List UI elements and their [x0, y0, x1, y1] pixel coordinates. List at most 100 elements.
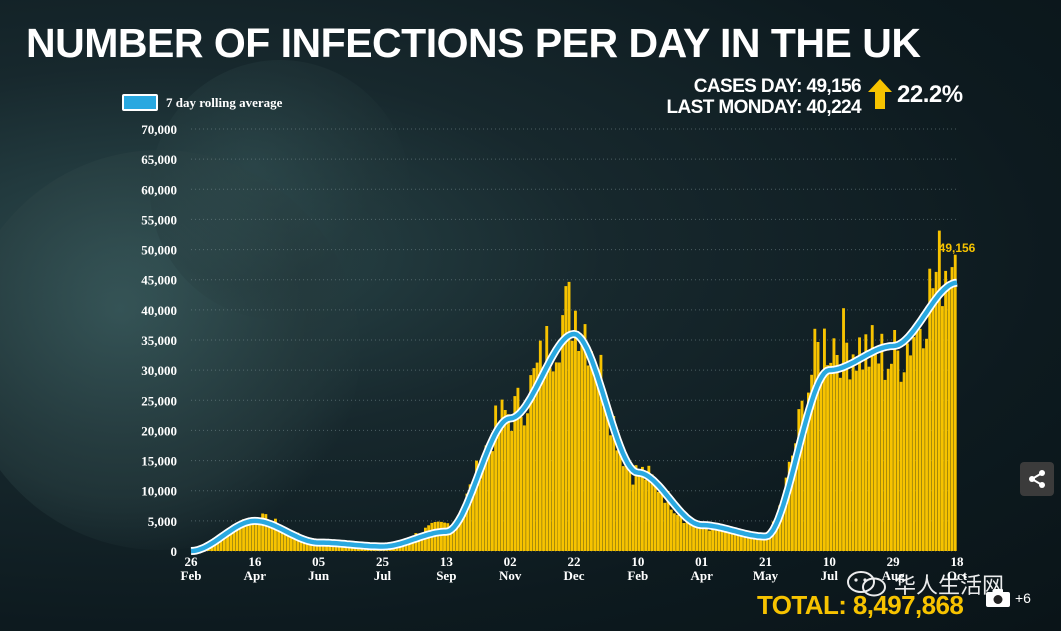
- daily-bar: [909, 355, 912, 551]
- daily-bar: [704, 527, 708, 551]
- daily-bar: [529, 375, 533, 551]
- daily-bar: [519, 416, 523, 551]
- daily-bar: [685, 519, 689, 551]
- daily-bar: [522, 425, 526, 551]
- daily-bar: [318, 542, 322, 551]
- daily-bar: [554, 362, 558, 551]
- daily-bar: [669, 509, 673, 551]
- daily-bar: [842, 308, 845, 551]
- daily-bar: [580, 335, 584, 551]
- daily-bar: [641, 466, 644, 551]
- daily-bar: [455, 517, 459, 551]
- daily-bar: [701, 526, 705, 551]
- daily-bar: [465, 493, 469, 551]
- daily-bar: [679, 516, 683, 551]
- daily-bar: [695, 525, 699, 551]
- daily-bar: [803, 422, 807, 551]
- daily-bar: [558, 362, 561, 551]
- daily-bar: [628, 468, 632, 551]
- daily-bar: [542, 376, 545, 551]
- daily-bar: [321, 542, 325, 551]
- daily-bar: [459, 514, 462, 551]
- daily-bar: [468, 484, 472, 551]
- daily-bar: [823, 328, 826, 551]
- daily-bar: [810, 374, 814, 551]
- y-tick-label: 10,000: [141, 484, 177, 499]
- daily-bar: [507, 414, 510, 551]
- photo-gallery-button[interactable]: +6: [985, 588, 1031, 608]
- daily-bar: [545, 326, 549, 551]
- daily-bar: [778, 505, 782, 551]
- daily-bar: [953, 254, 957, 551]
- daily-bar: [487, 443, 491, 551]
- daily-bar: [491, 451, 494, 551]
- daily-bar: [586, 365, 590, 551]
- daily-bar: [711, 524, 715, 551]
- daily-bar: [312, 542, 316, 551]
- daily-bar: [791, 455, 794, 551]
- daily-bar: [226, 529, 229, 551]
- daily-bar: [797, 409, 801, 551]
- daily-bar: [762, 534, 766, 551]
- x-tick-day: 29: [887, 554, 901, 569]
- daily-bar: [245, 523, 249, 551]
- up-arrow-icon: [868, 79, 892, 109]
- daily-bar: [644, 479, 648, 551]
- photo-count: +6: [1015, 590, 1031, 606]
- daily-bar: [631, 484, 635, 551]
- share-button[interactable]: [1020, 462, 1054, 496]
- daily-bar: [302, 539, 306, 551]
- daily-bar: [325, 543, 328, 551]
- cases-summary: CASES DAY: 49,156 LAST MONDAY: 40,224: [667, 76, 862, 118]
- daily-bar: [280, 527, 284, 551]
- daily-bar: [724, 528, 727, 551]
- daily-bar: [219, 536, 223, 551]
- daily-bar: [599, 354, 603, 551]
- daily-bar: [411, 537, 415, 551]
- daily-bar: [829, 362, 833, 551]
- daily-bar: [222, 535, 226, 551]
- daily-bar: [420, 532, 424, 551]
- daily-bar: [551, 371, 555, 551]
- daily-bar: [676, 514, 679, 551]
- daily-bar: [663, 502, 667, 551]
- daily-bar: [759, 535, 762, 551]
- daily-bar: [874, 348, 877, 551]
- daily-bar: [941, 306, 944, 551]
- daily-bar: [899, 381, 903, 551]
- daily-bar: [800, 400, 804, 551]
- daily-bar: [647, 465, 651, 551]
- daily-bar: [331, 543, 335, 551]
- daily-bar: [858, 337, 861, 551]
- daily-bar: [500, 399, 504, 551]
- x-tick-day: 25: [376, 554, 390, 569]
- daily-bar: [535, 362, 539, 551]
- daily-bar: [698, 523, 702, 551]
- daily-bar: [877, 363, 881, 551]
- daily-bar: [915, 321, 919, 551]
- daily-bar: [755, 532, 759, 551]
- y-tick-label: 45,000: [141, 273, 177, 288]
- daily-bar: [650, 474, 654, 551]
- daily-bar: [660, 493, 664, 551]
- daily-bar: [254, 521, 258, 551]
- daily-bar: [242, 519, 245, 551]
- daily-bar: [692, 526, 695, 551]
- daily-bar: [510, 430, 514, 551]
- daily-bar: [720, 526, 724, 551]
- daily-bar: [238, 525, 242, 551]
- daily-bar: [816, 342, 820, 551]
- y-tick-label: 60,000: [141, 182, 177, 197]
- y-tick-label: 70,000: [141, 122, 177, 137]
- daily-bar: [478, 480, 482, 551]
- daily-bar: [717, 528, 721, 551]
- daily-bar: [746, 532, 750, 551]
- daily-bar: [934, 271, 938, 551]
- daily-bar: [248, 518, 252, 551]
- daily-bar: [880, 333, 884, 551]
- daily-bar: [931, 288, 935, 551]
- daily-bar: [861, 369, 865, 551]
- x-tick-day: 10: [823, 554, 836, 569]
- daily-bar: [526, 413, 529, 551]
